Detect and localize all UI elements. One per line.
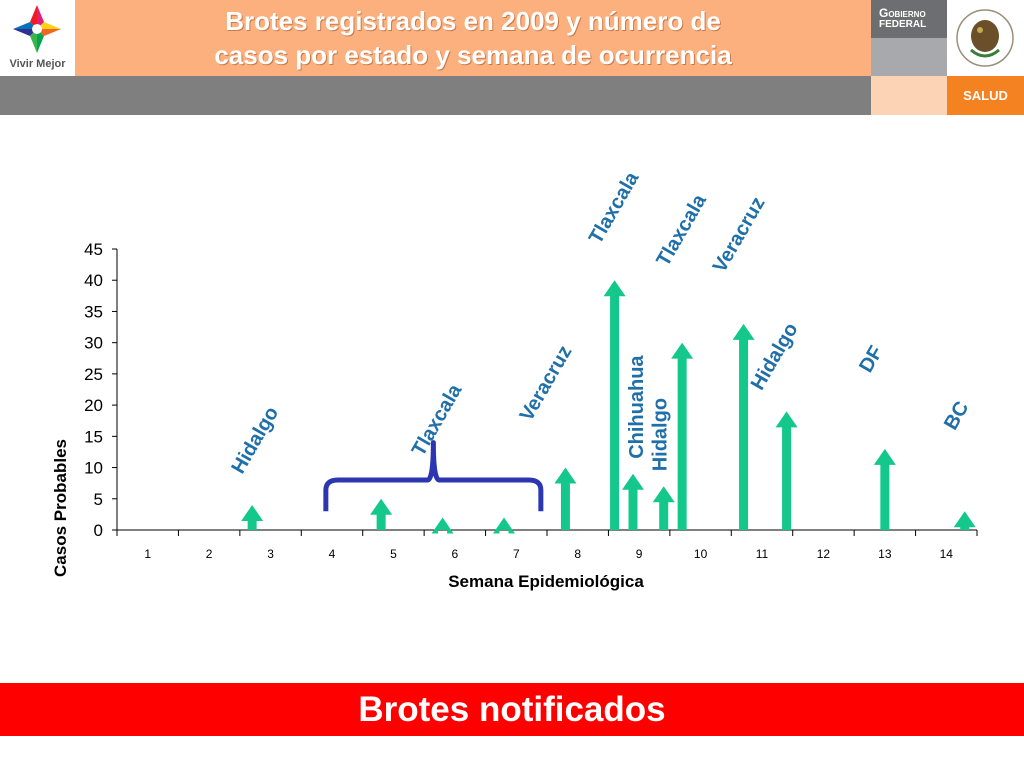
eagle-crest-icon (956, 9, 1014, 67)
y-tick-label: 10 (84, 459, 103, 478)
outbreak-label: Chihuahua (626, 355, 648, 459)
outbreak-arrow (873, 448, 896, 530)
gob-line-1: Gobierno (879, 6, 926, 20)
footer-band: Brotes notificados (0, 683, 1024, 736)
coat-of-arms (947, 0, 1024, 76)
x-tick-label: 1 (144, 547, 151, 561)
gobierno-federal-logo: Gobierno Federal (871, 0, 947, 38)
vivir-mejor-logo: Vivir Mejor (0, 0, 75, 76)
outbreak-arrow (775, 411, 798, 530)
x-tick-label: 2 (206, 547, 213, 561)
outbreak-label: Hidalgo (747, 319, 803, 394)
x-tick-label: 11 (756, 547, 769, 561)
gob-line-2: Federal (879, 19, 927, 30)
y-tick-label: 25 (84, 365, 103, 384)
x-tick-label: 13 (878, 547, 892, 561)
outbreak-arrow (370, 498, 393, 530)
grouping-brace (323, 440, 544, 512)
outbreak-arrow (732, 323, 755, 530)
x-tick-label: 14 (940, 547, 954, 561)
outbreak-arrow (603, 280, 626, 530)
header-gray-bar (0, 76, 871, 115)
y-tick-label: 20 (84, 396, 103, 415)
footer-title: Brotes notificados (358, 689, 666, 729)
y-axis: 0 5 10 15 20 25 30 35 40 45 (84, 240, 118, 540)
logo-caption: Vivir Mejor (9, 58, 66, 70)
outbreak-label: Veracruz (709, 193, 770, 276)
page-title: Brotes registrados en 2009 y número de c… (214, 4, 731, 72)
outbreak-arrow (622, 473, 644, 530)
outbreak-label: Tlaxcala (652, 190, 711, 270)
x-tick-label: 8 (574, 547, 581, 561)
y-tick-label: 35 (84, 302, 103, 321)
x-tick-label: 9 (636, 547, 643, 561)
outbreak-arrow (241, 505, 264, 530)
x-tick-label: 6 (452, 547, 459, 561)
y-tick-label: 5 (94, 490, 103, 509)
outbreak-arrow (493, 517, 515, 534)
outbreak-arrow (671, 342, 694, 530)
x-tick-label: 10 (694, 547, 708, 561)
outbreak-arrow (953, 511, 976, 530)
header-gray-block (871, 38, 947, 76)
x-tick-label: 4 (329, 547, 336, 561)
outbreak-label: DF (855, 342, 887, 376)
y-tick-label: 30 (84, 334, 103, 353)
y-tick-label: 15 (84, 427, 103, 446)
title-line-1: Brotes registrados en 2009 y número de (225, 6, 721, 36)
y-axis-title: Casos Probables (51, 439, 70, 577)
y-tick-label: 45 (84, 240, 103, 259)
x-tick-label: 12 (817, 547, 831, 561)
outbreak-label: Tlaxcala (585, 168, 644, 248)
outbreak-label: Veracruz (516, 342, 577, 425)
x-tick-label: 3 (267, 547, 274, 561)
y-tick-label: 0 (94, 521, 103, 540)
outbreak-labels: Hidalgo Tlaxcala VeracruzTlaxcalaChihuahua… (227, 168, 973, 478)
x-axis: 1 2 3 4 5 6 7 8 9 10 11 12 13 14 (116, 529, 978, 561)
outbreak-label: Hidalgo (650, 398, 672, 471)
flower-logo-icon (13, 5, 61, 53)
salud-logo: SALUD (947, 76, 1024, 115)
title-band: Brotes registrados en 2009 y número de c… (75, 0, 871, 76)
brace-shape (323, 440, 544, 512)
y-tick-label: 40 (84, 271, 103, 290)
x-axis-title: Semana Epidemiológica (448, 572, 644, 591)
header-orange-block (871, 76, 947, 115)
x-tick-label: 7 (513, 547, 520, 561)
outbreak-label: Hidalgo (227, 403, 283, 478)
outbreak-label: Tlaxcala (408, 380, 467, 460)
x-tick-label: 5 (390, 547, 397, 561)
title-line-2: casos por estado y semana de ocurrencia (214, 40, 732, 70)
outbreak-arrows (241, 280, 976, 534)
outbreak-arrow (431, 517, 454, 534)
outbreak-arrow (652, 486, 675, 530)
outbreak-arrow (554, 467, 577, 530)
outbreak-label: BC (940, 398, 973, 434)
